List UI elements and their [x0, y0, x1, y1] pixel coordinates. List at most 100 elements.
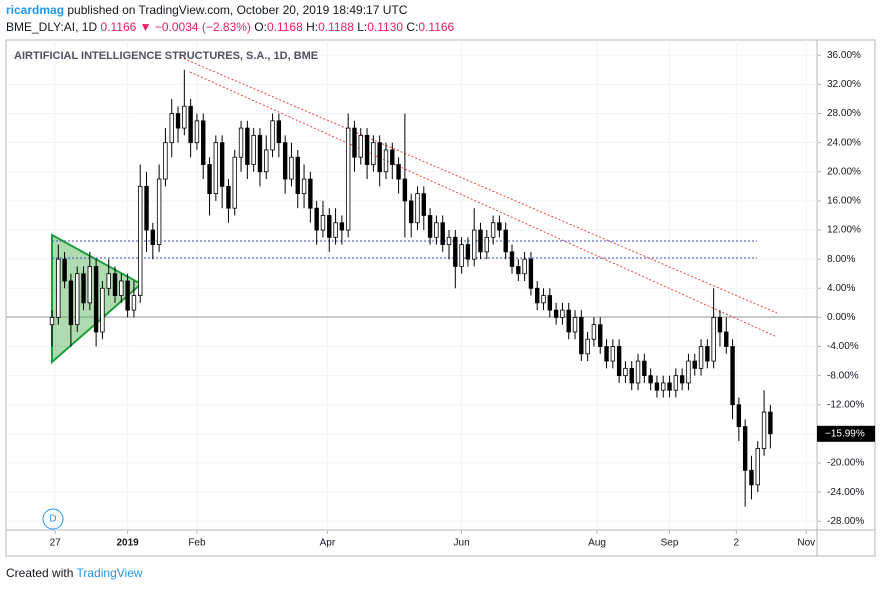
candle-body [579, 316, 584, 355]
interval-badge-label: D [49, 514, 56, 525]
candle-body [591, 324, 597, 340]
candle-body [478, 229, 483, 253]
candle-body [686, 360, 691, 384]
candle-body [522, 258, 527, 275]
interval-badge[interactable] [42, 508, 64, 530]
candle-body [585, 338, 590, 355]
candle-body [427, 215, 433, 238]
footer-brand[interactable]: TradingView [76, 566, 143, 580]
candle-body [648, 375, 653, 384]
candle-body [352, 127, 357, 158]
candle-body [446, 236, 452, 245]
published: published on TradingView.com, October 20… [67, 3, 408, 17]
y-tick-label: 12.00% [827, 225, 861, 236]
candle-body [598, 324, 603, 347]
candle-body [717, 316, 723, 333]
candle-body [415, 193, 420, 224]
trend-line [179, 56, 778, 314]
candle-body [75, 273, 80, 326]
candle-body [673, 375, 679, 391]
candle-body [188, 105, 193, 144]
candle-body [390, 149, 395, 165]
candle-body [112, 273, 118, 296]
candle-body [654, 382, 660, 391]
candle-body [245, 127, 250, 165]
candle-body [301, 178, 307, 195]
candle-body [251, 134, 256, 165]
x-tick-label: 27 [50, 538, 62, 549]
candle-body [761, 411, 767, 449]
quote-part: 0.1166 [418, 20, 455, 34]
candle-body [339, 222, 345, 231]
candle-body [503, 229, 508, 253]
candle-body [724, 331, 729, 347]
y-tick-label: 20.00% [827, 166, 861, 177]
candle-body [711, 316, 716, 362]
footer: Created with TradingView [6, 566, 143, 580]
candle-body [232, 156, 237, 209]
candle-body [333, 222, 338, 238]
candle-body [742, 426, 748, 471]
candle-body [497, 222, 502, 231]
quote-part: 0.1168 [266, 20, 303, 34]
candle-body [182, 105, 187, 129]
candle-body [169, 113, 174, 144]
candle-body [516, 266, 521, 275]
candle-body [289, 156, 294, 180]
quote-part: 0.1166 [100, 20, 137, 34]
y-tick-label: -4.00% [827, 341, 859, 352]
candle-body [572, 316, 578, 333]
price-tag [817, 425, 875, 442]
candle-body [661, 382, 666, 391]
candle-body [705, 346, 710, 362]
y-tick-label: 32.00% [827, 79, 861, 90]
candle-body [440, 222, 445, 245]
candle-body [270, 120, 275, 151]
candle-body [68, 280, 74, 326]
author[interactable]: ricardmag [6, 3, 65, 17]
y-tick-label: 28.00% [827, 108, 861, 119]
y-tick-label: 24.00% [827, 137, 861, 148]
y-tick-label: 4.00% [827, 283, 855, 294]
quote-part: 0.1130 [367, 20, 404, 34]
candle-body [100, 287, 105, 333]
candle-body [371, 142, 376, 165]
y-tick-label: 36.00% [827, 50, 861, 61]
candle-body [264, 149, 269, 173]
candle-body [226, 185, 231, 209]
quote-part: BME_DLY:AI, 1D [6, 20, 101, 34]
candle-body [604, 346, 609, 362]
quote-part: ▼ [136, 20, 155, 34]
candle-body [138, 185, 143, 296]
candle-body [62, 258, 67, 282]
candle-body [238, 127, 244, 158]
candle-body [119, 280, 124, 296]
candle-body [327, 215, 332, 238]
candle-body [150, 229, 156, 245]
candle-body [125, 280, 130, 311]
candle-body [320, 215, 326, 231]
x-tick-label: 2019 [116, 538, 139, 549]
quote-part: −0.0034 (−2.83%) [154, 20, 251, 34]
candle-body [547, 295, 553, 311]
candle-body [156, 178, 162, 245]
candle-body [421, 193, 426, 216]
x-tick-label: Nov [797, 538, 815, 549]
candle-body [194, 120, 200, 144]
candle-body [642, 360, 647, 377]
frame [5, 39, 876, 557]
candle-body [459, 244, 464, 267]
x-tick-label: Aug [588, 538, 606, 549]
candle-body [465, 244, 471, 260]
x-tick-label: 2 [734, 538, 740, 549]
candle-body [377, 142, 382, 173]
candle-body [282, 142, 288, 180]
y-tick-label: -24.00% [827, 487, 864, 498]
candle-body [566, 309, 571, 333]
candle-body [358, 134, 363, 158]
quote-line: BME_DLY:AI, 1D 0.1166 ▼ −0.0034 (−2.83%)… [6, 19, 454, 36]
candle-body [93, 266, 99, 333]
candle-body [484, 236, 490, 253]
candle-body [755, 448, 760, 486]
candle-body [314, 207, 319, 231]
